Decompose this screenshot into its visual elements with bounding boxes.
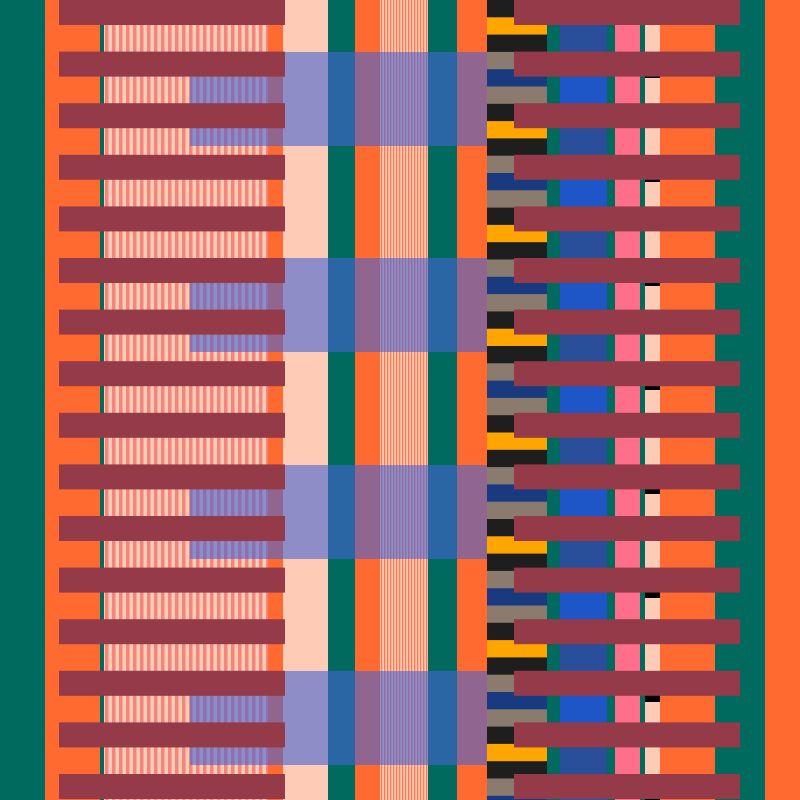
block (487, 640, 547, 658)
bar (59, 567, 285, 593)
bar (514, 51, 740, 77)
bar (59, 258, 285, 283)
bar (514, 412, 740, 438)
block (487, 553, 547, 572)
block (487, 501, 547, 520)
bar (514, 464, 740, 490)
block (645, 494, 660, 520)
bar (59, 464, 285, 490)
block (645, 338, 660, 364)
block (645, 26, 660, 52)
block (487, 588, 547, 606)
block (487, 294, 547, 312)
bar (514, 670, 740, 696)
column (715, 0, 765, 800)
bar (59, 412, 285, 438)
column (660, 0, 715, 800)
bar (59, 619, 285, 645)
block (645, 130, 660, 156)
block (487, 190, 547, 209)
bar (514, 206, 740, 232)
block (487, 397, 547, 416)
column (607, 0, 615, 800)
bar (59, 516, 285, 541)
block (645, 702, 660, 728)
column (547, 0, 560, 800)
bar (514, 722, 740, 748)
bar (59, 154, 285, 180)
block (487, 743, 547, 762)
bar (59, 774, 285, 799)
block (487, 242, 547, 260)
block (645, 390, 660, 416)
block (645, 754, 660, 780)
block (645, 286, 660, 312)
bar (514, 0, 740, 25)
column (640, 0, 645, 800)
bar (514, 154, 740, 180)
block (645, 650, 660, 676)
block (487, 86, 547, 105)
block (487, 657, 547, 676)
block (487, 605, 547, 624)
column (45, 0, 100, 800)
bar (514, 567, 740, 593)
bar (59, 361, 285, 387)
bar (514, 103, 740, 129)
block (487, 346, 547, 364)
bar (514, 361, 740, 387)
bar (514, 309, 740, 335)
bar (59, 670, 285, 696)
bar (59, 206, 285, 232)
bar (59, 51, 285, 77)
block (645, 78, 660, 104)
block (645, 598, 660, 624)
bar (514, 619, 740, 645)
block (645, 182, 660, 208)
column (615, 0, 640, 800)
block (645, 442, 660, 468)
bar (514, 258, 740, 283)
horizontal-bars (59, 0, 740, 799)
column (0, 0, 45, 800)
bar (59, 0, 285, 25)
bar (59, 103, 285, 129)
block (487, 692, 547, 710)
bar (59, 309, 285, 335)
column (100, 0, 104, 800)
column (268, 0, 283, 800)
bar (59, 722, 285, 748)
bar (514, 774, 740, 799)
block (487, 138, 547, 157)
block (487, 34, 547, 53)
block (645, 546, 660, 572)
block (645, 234, 660, 260)
column (765, 0, 800, 800)
bar (514, 516, 740, 541)
translucent-overlays (190, 52, 487, 765)
block (487, 449, 547, 468)
